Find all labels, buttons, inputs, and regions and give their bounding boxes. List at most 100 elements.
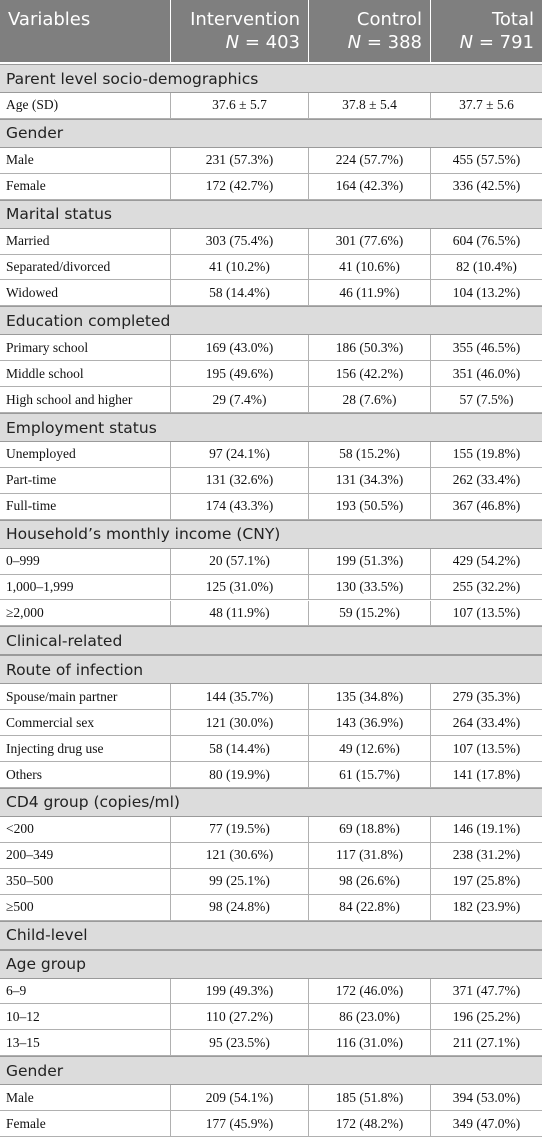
table-row: Part-time 131 (32.6%) 131 (34.3%) 262 (33.4… [0,467,542,494]
table-row: <200 77 (19.5%) 69 (18.8%) 146 (19.1%) [0,816,542,843]
header-cell: Total N = 791 [430,0,542,62]
section-header: Household’s monthly income (CNY) [0,519,542,549]
value-cell: 41 (10.6%) [308,254,430,280]
value-cell: 98 (24.8%) [170,894,308,920]
table-row: High school and higher 29 (7.4%) 28 (7.6%)… [0,387,542,414]
value-cell: 144 (35.7%) [170,684,308,710]
table-row: 1,000–1,999 125 (31.0%) 130 (33.5%) 255 (32… [0,574,542,601]
value-cell: 107 (13.5%) [430,600,542,626]
value-cell: 37.8 ± 5.4 [308,93,430,118]
header-n: N = 388 [317,31,422,54]
table-row: Commercial sex 121 (30.0%) 143 (36.9%) 264 … [0,710,542,737]
n-symbol: N [459,32,474,53]
variable-cell: High school and higher [6,391,133,407]
variable-cell: Others [6,766,42,782]
value-cell: 264 (33.4%) [430,710,542,736]
value-cell: 146 (19.1%) [430,816,542,842]
value-cell: 199 (51.3%) [308,548,430,574]
value-cell: 238 (31.2%) [430,842,542,868]
value-cell: 351 (46.0%) [430,361,542,387]
value-cell: 95 (23.5%) [170,1030,308,1056]
value-cell: 182 (23.9%) [430,894,542,920]
table-row: 10–12 110 (27.2%) 86 (23.0%) 196 (25.2%) [0,1004,542,1031]
variable-cell: <200 [6,821,34,837]
value-cell: 172 (42.7%) [170,173,308,199]
value-cell: 97 (24.1%) [170,442,308,467]
table-row: ≥500 98 (24.8%) 84 (22.8%) 182 (23.9%) [0,894,542,921]
value-cell: 86 (23.0%) [308,1004,430,1030]
value-cell: 355 (46.5%) [430,335,542,361]
variable-cell: Separated/divorced [6,259,111,274]
value-cell: 98 (26.6%) [308,868,430,894]
value-cell: 131 (32.6%) [170,467,308,493]
n-symbol: N [347,32,362,53]
value-cell: 224 (57.7%) [308,147,430,173]
variable-cell: ≥500 [6,899,34,915]
variable-cell: 200–349 [6,847,54,863]
value-cell: 394 (53.0%) [430,1085,542,1111]
value-cell: 121 (30.0%) [170,710,308,736]
value-cell: 169 (43.0%) [170,335,308,361]
value-cell: 196 (25.2%) [430,1004,542,1030]
header-n: N = 403 [179,31,300,54]
table-header: Variables Intervention N = 403 Control N = 3… [0,0,542,64]
value-cell: 125 (31.0%) [170,574,308,600]
value-cell: 209 (54.1%) [170,1085,308,1111]
value-cell: 121 (30.6%) [170,842,308,868]
variable-cell: Unemployed [6,446,76,462]
value-cell: 49 (12.6%) [308,736,430,762]
header-label: Total [491,9,534,30]
value-cell: 301 (77.6%) [308,228,430,254]
variable-cell: Married [6,233,50,249]
section-header: Marital status [0,199,542,229]
value-cell: 58 (14.4%) [170,280,308,306]
value-cell: 255 (32.2%) [430,574,542,600]
value-cell: 371 (47.7%) [430,978,542,1004]
value-cell: 135 (34.8%) [308,684,430,710]
table-row: 200–349 121 (30.6%) 117 (31.8%) 238 (31.2%) [0,842,542,869]
table-row: ≥2,000 48 (11.9%) 59 (15.2%) 107 (13.5%) [0,600,542,627]
section-header: Education completed [0,306,542,336]
value-cell: 193 (50.5%) [308,493,430,519]
variable-cell: Injecting drug use [6,740,104,756]
variable-cell: Female [6,178,46,194]
value-cell: 46 (11.9%) [308,280,430,306]
variable-cell: ≥2,000 [6,604,44,620]
value-cell: 117 (31.8%) [308,842,430,868]
table-row: Male 231 (57.3%) 224 (57.7%) 455 (57.5%) [0,147,542,174]
section-header: Parent level socio-demographics [0,64,542,93]
value-cell: 604 (76.5%) [430,228,542,254]
table-row: Female 172 (42.7%) 164 (42.3%) 336 (42.5%) [0,173,542,200]
value-cell: 211 (27.1%) [430,1030,542,1056]
value-cell: 116 (31.0%) [308,1030,430,1056]
table-row: Married 303 (75.4%) 301 (77.6%) 604 (76.5%) [0,228,542,255]
header-cell: Control N = 388 [308,0,430,62]
n-value: = 791 [478,32,534,53]
value-cell: 349 (47.0%) [430,1111,542,1136]
table-row: 6–9 199 (49.3%) 172 (46.0%) 371 (47.7%) [0,978,542,1005]
value-cell: 279 (35.3%) [430,684,542,710]
header-cell: Intervention N = 403 [170,0,308,62]
value-cell: 174 (43.3%) [170,493,308,519]
table-row: 0–999 20 (57.1%) 199 (51.3%) 429 (54.2%) [0,548,542,575]
value-cell: 186 (50.3%) [308,335,430,361]
variable-cell: 0–999 [6,553,40,569]
variable-cell: 10–12 [6,1008,40,1024]
variable-cell: Commercial sex [6,714,95,730]
section-header: CD4 group (copies/ml) [0,787,542,817]
variable-cell: Part-time [6,472,57,488]
variable-cell: Male [6,1089,34,1105]
section-header: Child-level [0,920,542,950]
variable-cell: 13–15 [6,1034,40,1050]
value-cell: 37.7 ± 5.6 [430,93,542,118]
value-cell: 80 (19.9%) [170,762,308,787]
value-cell: 367 (46.8%) [430,493,542,519]
value-cell: 59 (15.2%) [308,600,430,626]
variable-cell: Primary school [6,339,89,355]
header-n: N = 791 [439,31,534,54]
variable-cell: Male [6,152,34,168]
value-cell: 84 (22.8%) [308,894,430,920]
variable-cell: Spouse/main partner [6,688,118,704]
section-header: Gender [0,1056,542,1086]
value-cell: 197 (25.8%) [430,868,542,894]
